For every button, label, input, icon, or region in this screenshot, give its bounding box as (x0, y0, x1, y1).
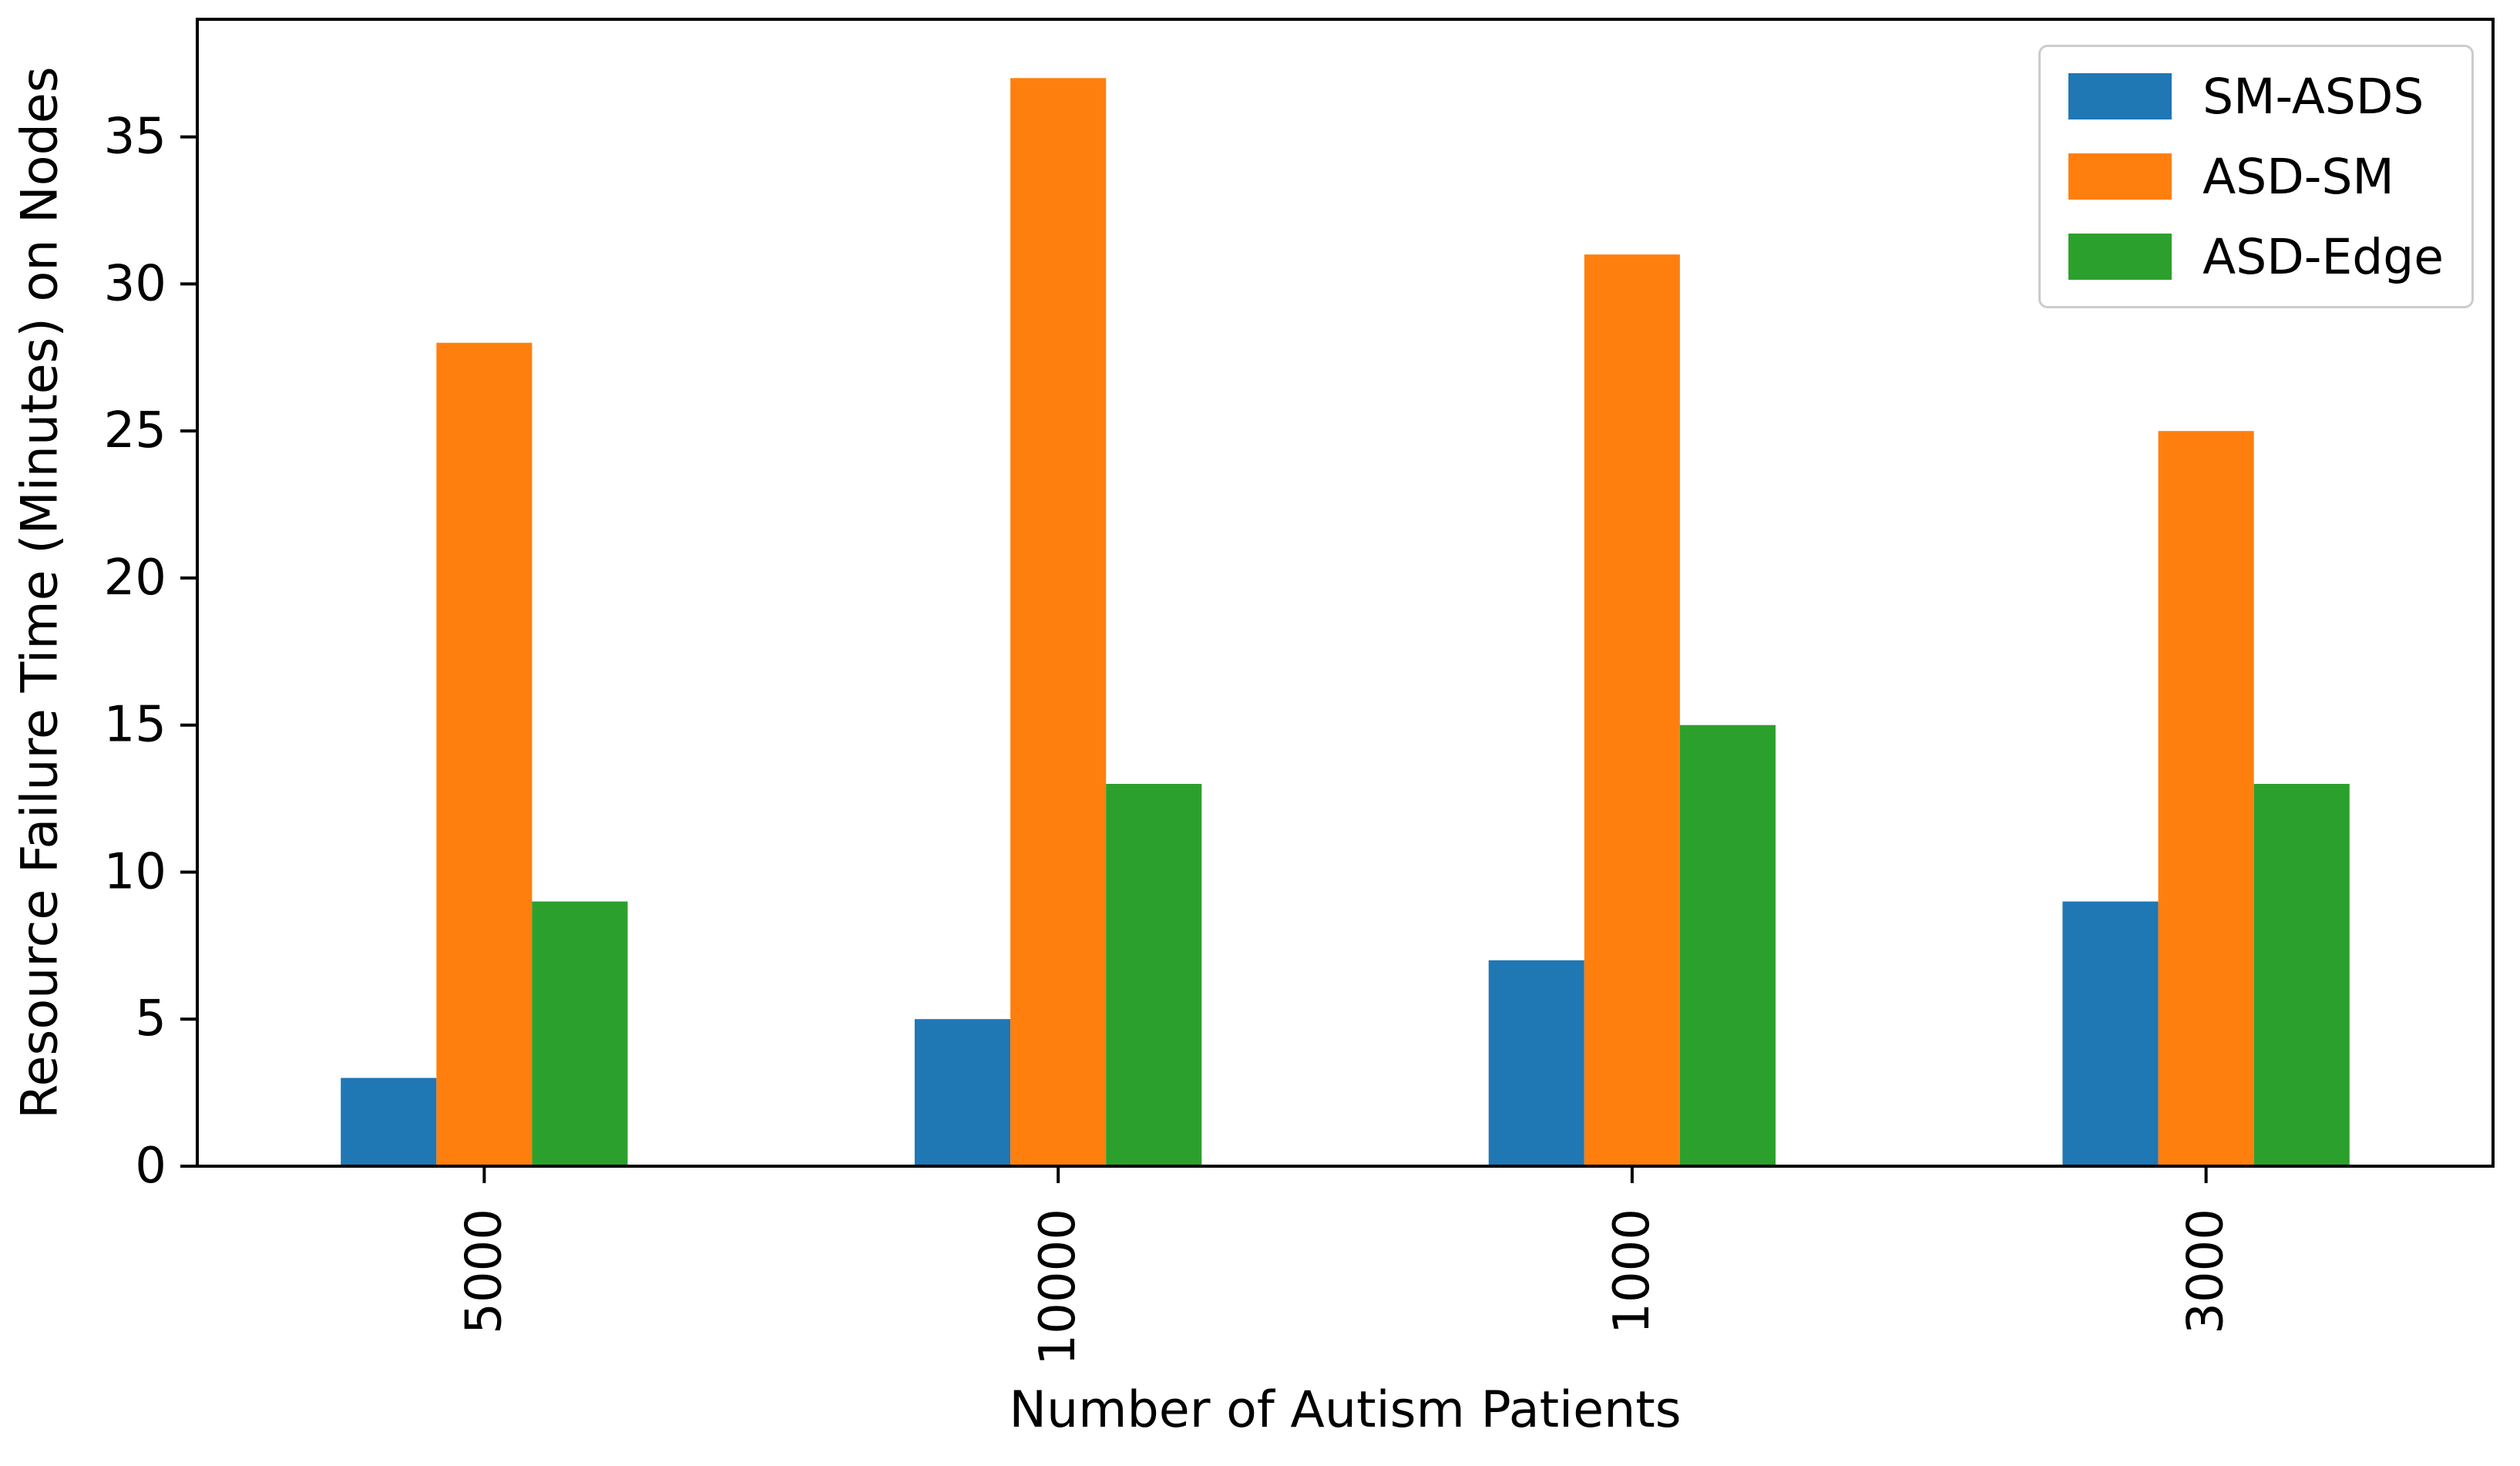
bar-asd-sm-5000 (436, 342, 533, 1167)
y-tick-label: 10 (104, 843, 166, 900)
bar-asd-sm-3000 (2158, 431, 2254, 1166)
legend-label: ASD-SM (2202, 148, 2394, 205)
bar-asd-sm-10000 (1010, 78, 1107, 1166)
legend-item: ASD-Edge (2068, 226, 2444, 287)
bar-asd-edge-3000 (2253, 784, 2350, 1166)
y-tick-label: 25 (104, 402, 166, 459)
bar-sm-asds-1000 (1488, 960, 1584, 1166)
x-tick-label: 5000 (455, 1209, 512, 1334)
bar-sm-asds-10000 (914, 1019, 1010, 1166)
legend-swatch-asd-edge (2068, 234, 2172, 280)
legend-item: ASD-SM (2068, 146, 2444, 207)
y-tick-label: 0 (135, 1138, 166, 1195)
x-tick-label: 10000 (1030, 1209, 1087, 1366)
x-tick-label: 1000 (1604, 1209, 1661, 1334)
legend-item: SM-ASDS (2068, 66, 2444, 127)
x-axis-label: Number of Autism Patients (1009, 1381, 1682, 1439)
y-tick-label: 35 (104, 109, 166, 166)
bar-asd-edge-1000 (1679, 725, 1776, 1166)
legend-label: SM-ASDS (2202, 68, 2424, 125)
y-axis-label: Resource Failure Time (Minutes) on Nodes (11, 66, 69, 1119)
bar-asd-sm-1000 (1584, 254, 1680, 1167)
y-tick-label: 5 (135, 990, 166, 1047)
y-tick-label: 20 (104, 550, 166, 607)
x-tick-label: 3000 (2178, 1209, 2235, 1334)
legend: SM-ASDS ASD-SM ASD-Edge (2038, 45, 2474, 308)
bar-sm-asds-3000 (2062, 901, 2159, 1166)
y-tick-label: 30 (104, 255, 166, 312)
y-tick-label: 15 (104, 697, 166, 754)
bar-asd-edge-5000 (532, 901, 628, 1166)
legend-swatch-asd-sm (2068, 153, 2172, 200)
bar-asd-edge-10000 (1106, 784, 1202, 1166)
legend-swatch-sm-asds (2068, 73, 2172, 119)
legend-label: ASD-Edge (2202, 228, 2444, 285)
axes-spines (196, 18, 2495, 1168)
bar-sm-asds-5000 (341, 1078, 437, 1166)
